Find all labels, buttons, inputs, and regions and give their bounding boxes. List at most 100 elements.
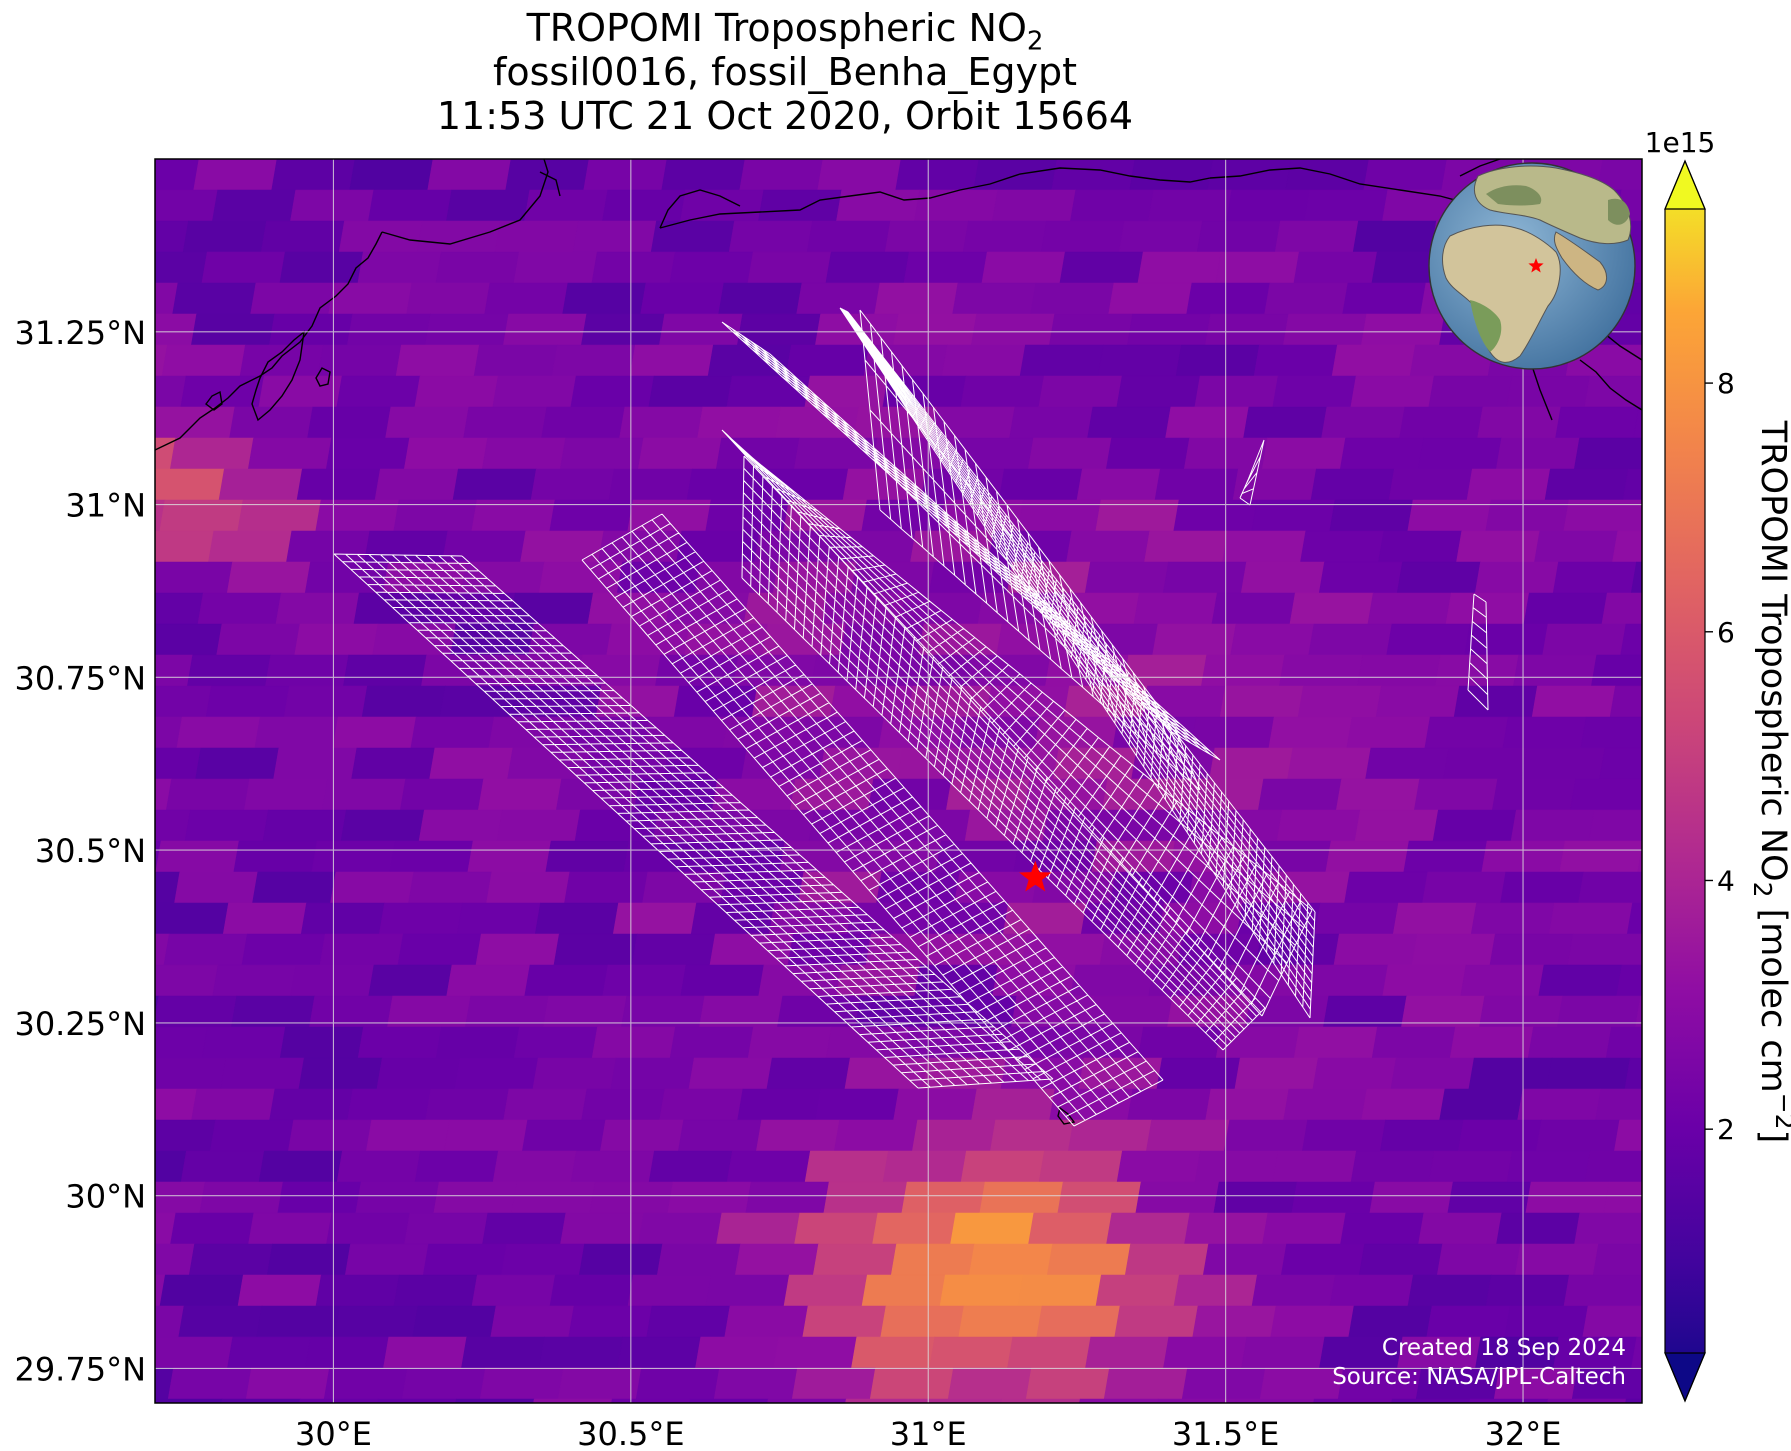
no2-pixel <box>745 1181 830 1214</box>
no2-pixel <box>667 1181 752 1214</box>
no2-pixel <box>1369 1181 1454 1214</box>
no2-pixel <box>895 159 980 191</box>
no2-pixel <box>296 468 381 501</box>
no2-pixel <box>204 97 287 128</box>
no2-pixel <box>275 592 360 625</box>
no2-pixel <box>330 871 415 904</box>
no2-pixel <box>1114 1305 1199 1338</box>
no2-pixel <box>0 1120 60 1151</box>
no2-pixel <box>1403 840 1488 873</box>
no2-pixel <box>1146 1119 1230 1152</box>
no2-pixel <box>1038 375 1123 408</box>
no2-pixel <box>1435 654 1520 687</box>
y-tick-label: 31°N <box>65 487 146 525</box>
no2-pixel <box>170 1212 255 1245</box>
no2-pixel <box>229 406 314 439</box>
no2-pixel <box>564 871 649 904</box>
no2-pixel <box>347 313 432 346</box>
no2-pixel <box>404 1212 489 1245</box>
no2-pixel <box>307 406 392 439</box>
no2-pixel <box>893 1088 978 1121</box>
no2-pixel <box>796 282 881 315</box>
no2-pixel <box>680 964 765 997</box>
no2-pixel <box>1066 530 1151 563</box>
no2-pixel <box>890 1243 975 1276</box>
no2-pixel <box>258 1150 343 1183</box>
no2-pixel <box>155 375 187 408</box>
no2-pixel <box>804 1150 889 1183</box>
no2-pixel <box>1080 159 1160 160</box>
no2-pixel <box>1555 406 1640 439</box>
no2-pixel <box>1686 97 1769 128</box>
no2-pixel <box>155 933 170 966</box>
no2-pixel <box>697 406 782 439</box>
no2-pixel <box>669 251 754 284</box>
no2-pixel <box>216 623 301 656</box>
no2-pixel <box>538 561 623 594</box>
no2-pixel <box>984 97 1067 128</box>
no2-pixel <box>455 1398 535 1403</box>
no2-pixel <box>1460 964 1545 997</box>
no2-pixel <box>783 1274 868 1307</box>
no2-pixel <box>1485 1274 1570 1307</box>
no2-pixel <box>1605 1026 1642 1059</box>
no2-pixel <box>283 685 368 718</box>
no2-pixel <box>155 747 202 780</box>
no2-pixel <box>334 1305 419 1338</box>
no2-pixel <box>1538 964 1623 997</box>
no2-pixel <box>155 1212 177 1245</box>
footprint-strip <box>333 553 1054 1089</box>
no2-pixel <box>1525 1181 1610 1214</box>
no2-pixel <box>361 685 446 718</box>
no2-pixel <box>1411 933 1496 966</box>
no2-pixel <box>968 1243 1053 1276</box>
no2-pixel <box>277 1181 362 1214</box>
no2-pixel <box>155 282 179 315</box>
no2-pixel <box>10 779 93 810</box>
no2-pixel <box>1194 1150 1279 1183</box>
no2-pixel <box>1274 220 1359 253</box>
no2-pixel <box>1103 1367 1188 1400</box>
no2-pixel <box>1728 1368 1791 1399</box>
no2-pixel <box>1772 190 1791 221</box>
no2-pixel <box>1289 592 1374 625</box>
no2-pixel <box>656 1243 741 1276</box>
no2-pixel <box>724 1305 809 1338</box>
no2-pixel <box>446 964 531 997</box>
no2-pixel <box>269 1088 354 1121</box>
no2-pixel <box>218 468 303 501</box>
no2-pixel <box>528 623 613 656</box>
no2-pixel <box>0 1213 20 1244</box>
no2-pixel <box>979 1181 1064 1214</box>
no2-pixel <box>355 1181 440 1214</box>
no2-pixel <box>1222 530 1307 563</box>
no2-pixel <box>1787 1337 1791 1368</box>
no2-pixel <box>897 747 982 780</box>
no2-pixel <box>19 872 102 903</box>
no2-pixel <box>155 220 189 253</box>
no2-pixel <box>1205 1088 1290 1121</box>
no2-pixel <box>1215 1026 1300 1059</box>
no2-pixel <box>1148 189 1233 222</box>
no2-pixel <box>1186 282 1271 315</box>
no2-pixel <box>728 220 813 253</box>
no2-pixel <box>340 809 425 842</box>
no2-pixel <box>1062 97 1145 128</box>
no2-pixel <box>442 530 527 563</box>
no2-pixel <box>1422 871 1507 904</box>
no2-pixel <box>695 1336 780 1369</box>
no2-pixel <box>1079 1398 1159 1403</box>
no2-pixel <box>836 189 921 222</box>
no2-pixel <box>1624 1057 1642 1090</box>
no2-pixel <box>0 1399 66 1430</box>
no2-pixel <box>1694 190 1777 221</box>
footprint-strip <box>741 455 1266 1051</box>
no2-pixel <box>282 97 365 128</box>
no2-pixel <box>1754 159 1791 190</box>
no2-pixel <box>884 220 969 253</box>
no2-pixel <box>258 375 343 408</box>
no2-pixel <box>1190 716 1275 749</box>
no2-pixel <box>845 1398 925 1403</box>
no2-pixel <box>1192 1305 1277 1338</box>
no2-pixel <box>709 933 794 966</box>
